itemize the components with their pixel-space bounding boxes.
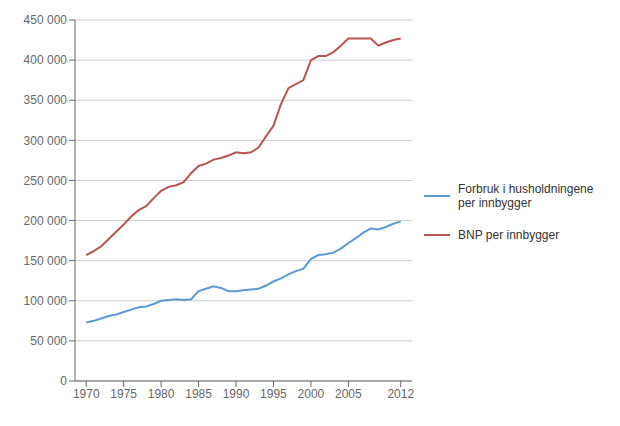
svg-text:2005: 2005 bbox=[335, 387, 362, 401]
svg-text:400 000: 400 000 bbox=[24, 53, 68, 67]
svg-text:100 000: 100 000 bbox=[24, 294, 68, 308]
svg-text:1985: 1985 bbox=[185, 387, 212, 401]
svg-text:0: 0 bbox=[60, 374, 67, 388]
svg-text:350 000: 350 000 bbox=[24, 93, 68, 107]
svg-text:300 000: 300 000 bbox=[24, 134, 68, 148]
svg-text:50 000: 50 000 bbox=[30, 334, 67, 348]
svg-text:1990: 1990 bbox=[223, 387, 250, 401]
svg-text:150 000: 150 000 bbox=[24, 254, 68, 268]
svg-text:1970: 1970 bbox=[73, 387, 100, 401]
html-text:Forbruk i husholdningene per i: Forbruk i husholdningene per innbygger bbox=[458, 182, 594, 210]
html-text:BNP per innbygger: BNP per innbygger bbox=[458, 228, 560, 242]
svg-text:450 000: 450 000 bbox=[24, 13, 68, 27]
svg-text:1995: 1995 bbox=[260, 387, 287, 401]
svg-text:2012: 2012 bbox=[387, 387, 414, 401]
svg-text:2000: 2000 bbox=[298, 387, 325, 401]
svg-text:1980: 1980 bbox=[148, 387, 175, 401]
svg-text:1975: 1975 bbox=[110, 387, 137, 401]
svg-text:250 000: 250 000 bbox=[24, 174, 68, 188]
svg-text:200 000: 200 000 bbox=[24, 214, 68, 228]
